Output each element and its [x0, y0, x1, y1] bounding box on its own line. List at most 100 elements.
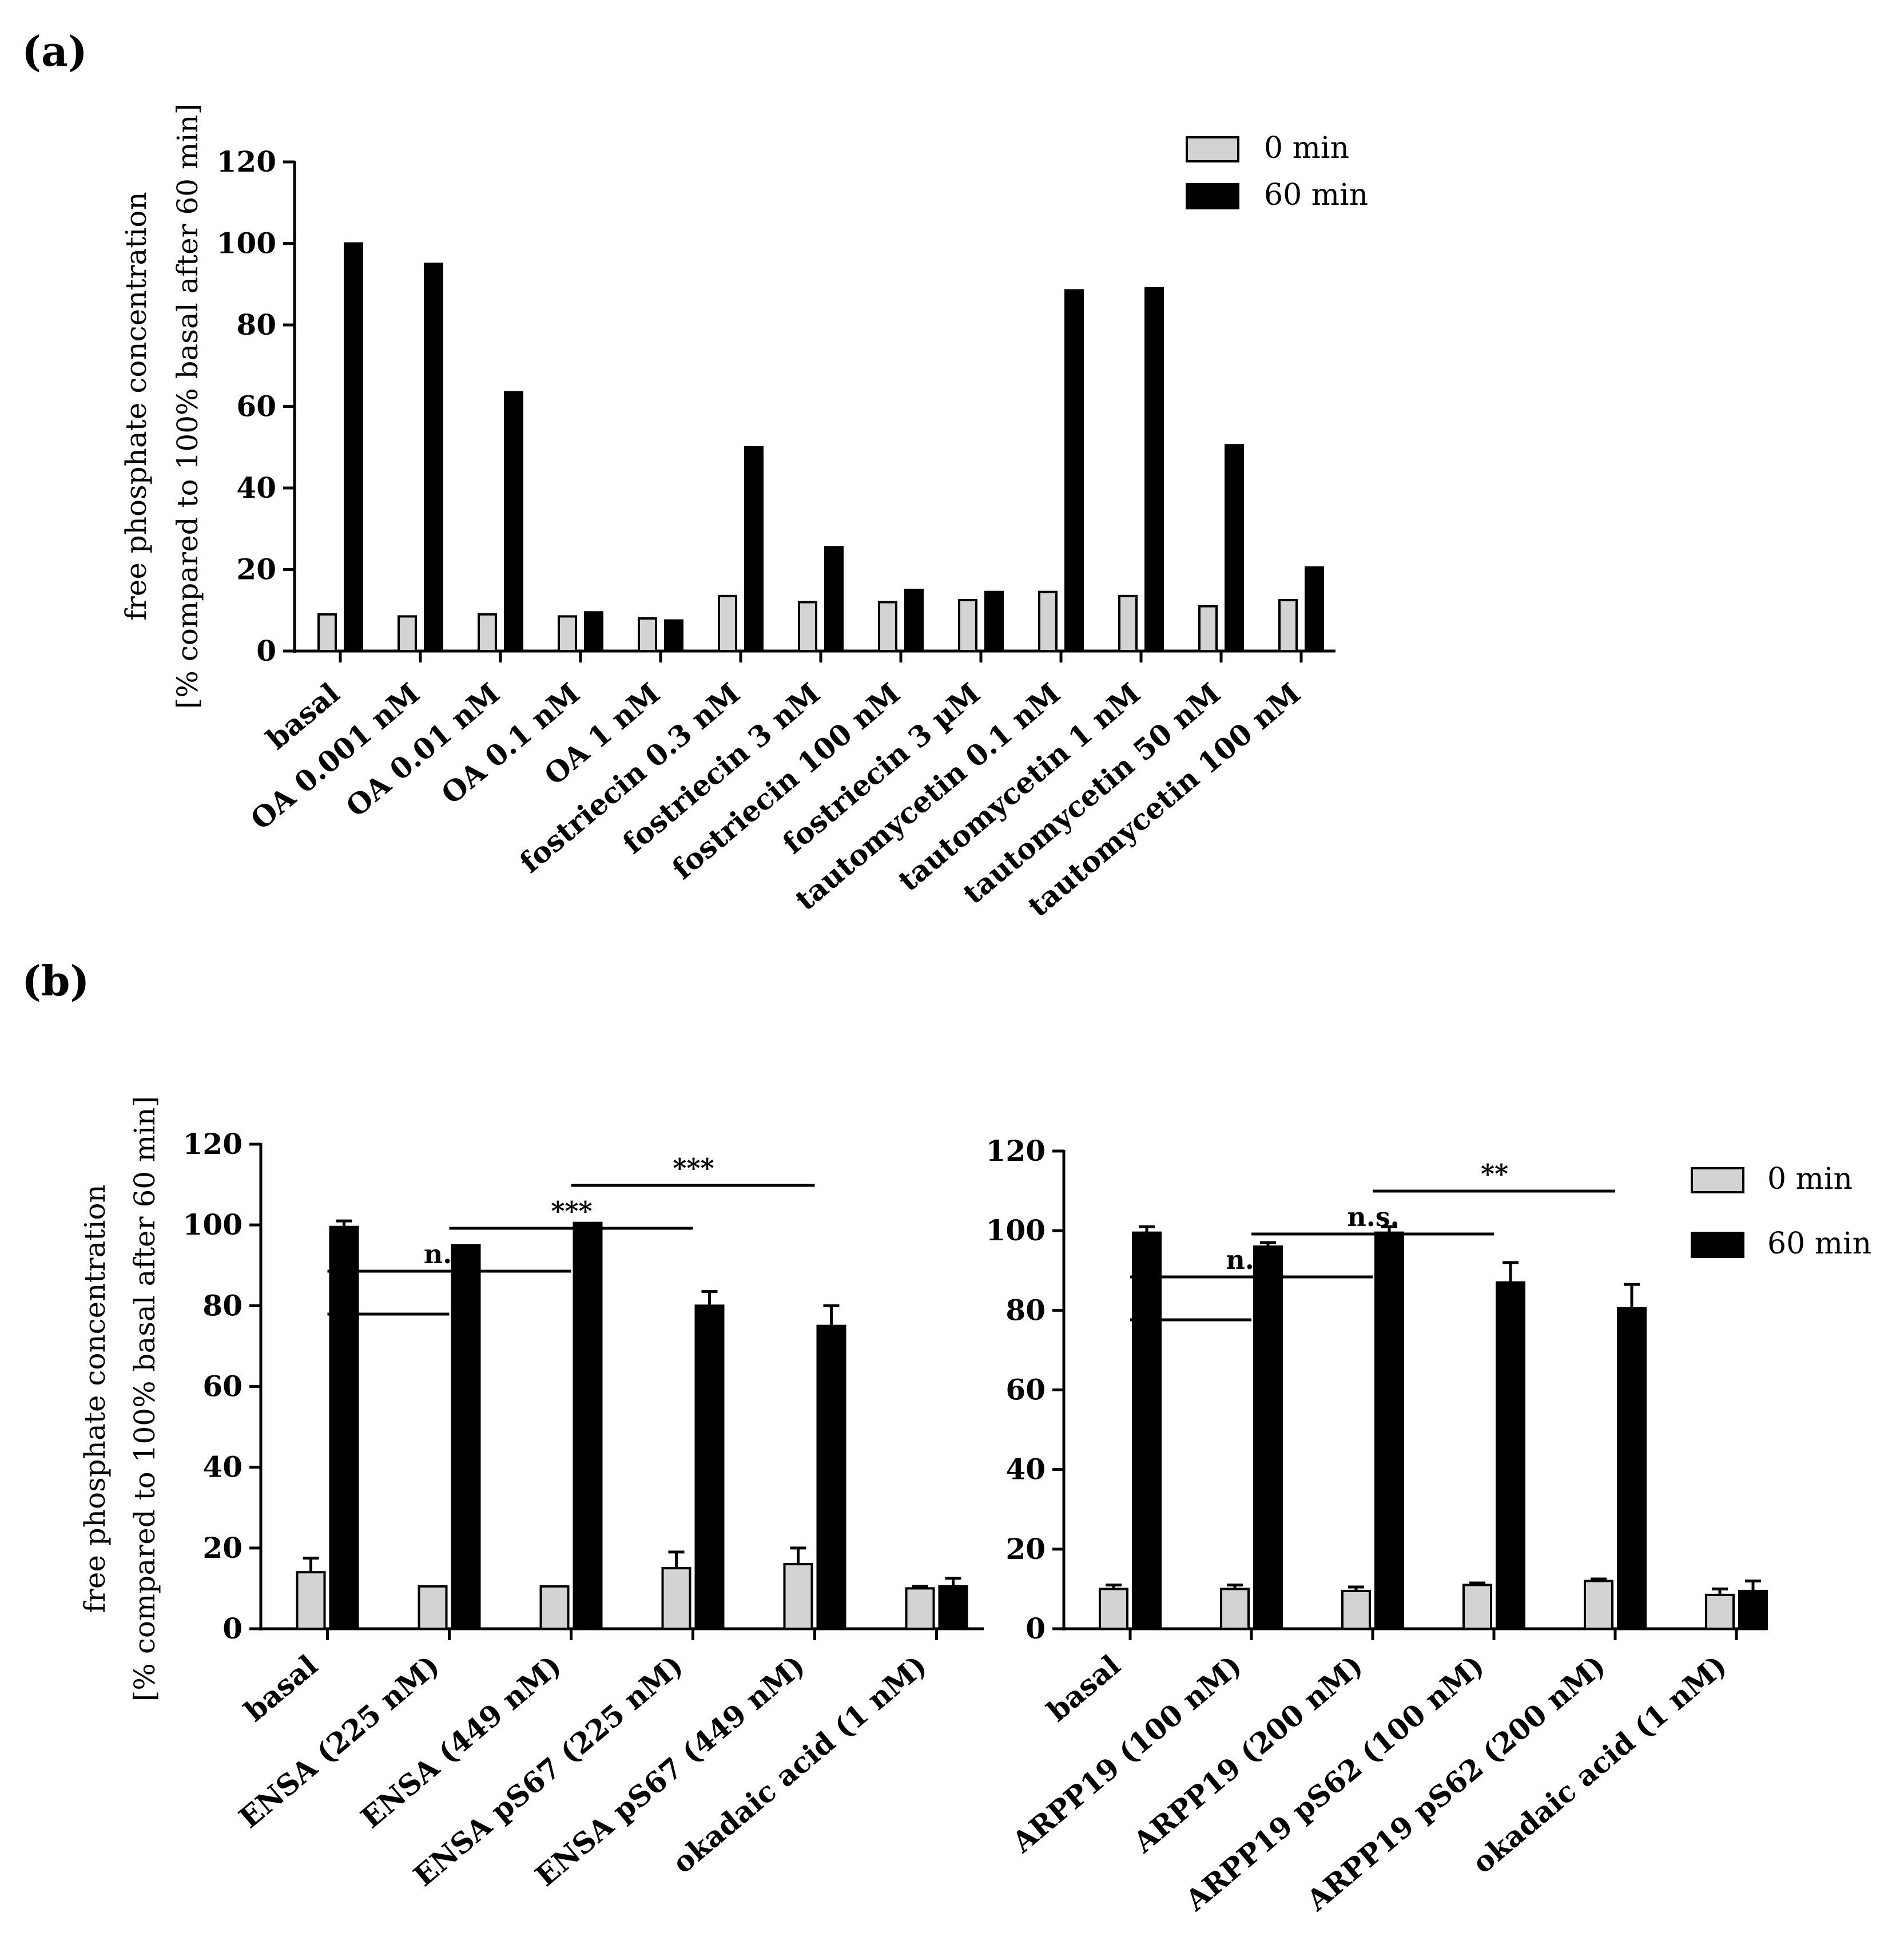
y-tick-label: 20 — [202, 1531, 243, 1565]
y-axis-title: free phosphate concentration — [120, 192, 153, 620]
significance-label: *** — [673, 1153, 714, 1184]
category-label: ARPP19 (200 nM) — [1126, 1648, 1369, 1859]
y-tick-label: 40 — [236, 471, 276, 505]
bar-0min — [1341, 1589, 1371, 1630]
bar-60min — [1132, 1231, 1162, 1630]
y-axis-title: [% compared to 100% basal after 60 min] — [128, 1096, 161, 1701]
y-tick-label: 120 — [986, 1134, 1046, 1168]
bar-60min — [329, 1225, 359, 1630]
bar-60min — [504, 391, 523, 652]
bar-0min — [1462, 1584, 1492, 1630]
significance-label: ** — [1481, 1158, 1508, 1189]
bar-0min — [317, 613, 337, 652]
y-axis-title: [% compared to 100% basal after 60 min] — [171, 104, 204, 709]
bar-60min — [1617, 1307, 1647, 1630]
legend-swatch-0min — [1691, 1167, 1744, 1193]
bar-0min — [1220, 1588, 1250, 1630]
bar-0min — [1705, 1593, 1735, 1630]
panel-label-a: (a) — [22, 27, 88, 76]
bar-0min — [418, 1585, 448, 1630]
category-label: ENSA (225 nM) — [233, 1648, 446, 1835]
legend-label: 60 min — [1264, 178, 1368, 212]
bar-60min — [694, 1304, 725, 1630]
bar-60min — [344, 242, 363, 652]
bar-60min — [824, 546, 844, 652]
bar-60min — [1225, 444, 1244, 652]
y-tick-label: 20 — [236, 553, 276, 586]
legend-swatch-60min — [1186, 183, 1239, 209]
bar-0min — [1584, 1580, 1613, 1630]
y-tick-label: 0 — [256, 634, 276, 668]
panel-label-b: (b) — [22, 957, 89, 1005]
y-tick-label: 100 — [217, 227, 276, 260]
bar-60min — [816, 1324, 846, 1630]
legend-label: 0 min — [1767, 1162, 1853, 1196]
bar-60min — [938, 1585, 968, 1630]
bar-60min — [1305, 566, 1324, 652]
bar-0min — [1278, 598, 1298, 652]
bar-0min — [478, 613, 497, 652]
y-tick-label: 80 — [202, 1288, 243, 1322]
bar-0min — [798, 601, 817, 652]
bar-0min — [1099, 1588, 1128, 1630]
category-label: basal — [238, 1648, 324, 1728]
significance-label: n.s. — [1347, 1201, 1399, 1232]
y-tick-label: 80 — [236, 308, 276, 342]
bar-0min — [1038, 590, 1058, 652]
bar-60min — [1144, 287, 1164, 652]
bar-60min — [984, 590, 1004, 652]
y-tick-label: 80 — [1005, 1293, 1046, 1327]
bar-0min — [958, 598, 977, 652]
category-label: ARPP19 (100 nM) — [1005, 1648, 1247, 1859]
y-axis-title: free phosphate concentration — [78, 1184, 112, 1613]
bar-0min — [661, 1567, 691, 1630]
legend-swatch-0min — [1186, 136, 1239, 162]
bar-60min — [1738, 1589, 1768, 1630]
y-tick-label: 120 — [183, 1127, 243, 1161]
bar-60min — [451, 1244, 481, 1630]
bar-60min — [424, 263, 443, 652]
y-tick-label: 100 — [183, 1208, 243, 1241]
legend-swatch-60min — [1691, 1232, 1744, 1258]
y-tick-label: 60 — [236, 390, 276, 423]
bar-0min — [558, 615, 577, 652]
y-tick-label: 60 — [202, 1370, 243, 1403]
y-tick-label: 60 — [1005, 1373, 1046, 1407]
y-tick-label: 0 — [222, 1612, 243, 1645]
chart-b-left: 0 20 40 60 80 100 120 free phosphate concentrat… — [78, 1096, 984, 1893]
y-tick-label: 120 — [217, 145, 276, 178]
y-tick-label: 20 — [1005, 1532, 1046, 1566]
bar-0min — [296, 1571, 326, 1630]
bar-60min — [1064, 289, 1084, 652]
y-tick-label: 100 — [986, 1213, 1046, 1247]
category-label: basal — [1040, 1648, 1126, 1728]
y-tick-label: 0 — [1026, 1612, 1046, 1645]
significance-label: n.s. — [424, 1239, 476, 1269]
bar-0min — [783, 1563, 813, 1630]
y-tick-label: 40 — [202, 1450, 243, 1484]
y-tick-label: 40 — [1005, 1453, 1046, 1486]
significance-label: n.s. — [1226, 1244, 1278, 1275]
bar-60min — [1253, 1245, 1283, 1630]
bar-60min — [744, 446, 764, 652]
bar-0min — [398, 615, 417, 652]
bar-0min — [718, 594, 737, 652]
bar-0min — [1118, 594, 1138, 652]
bar-60min — [904, 589, 924, 652]
bar-60min — [1374, 1231, 1404, 1630]
legend-label: 60 min — [1767, 1227, 1871, 1261]
significance-label: *** — [551, 1196, 592, 1227]
chart-a: 0 20 40 60 80 100 120 free phosphate concentrat… — [120, 104, 1368, 923]
legend-label: 0 min — [1264, 131, 1349, 165]
bar-0min — [539, 1585, 570, 1630]
bar-60min — [664, 619, 683, 652]
bar-0min — [1198, 605, 1218, 652]
bar-60min — [1496, 1281, 1525, 1630]
bar-0min — [638, 617, 657, 652]
bar-0min — [905, 1587, 935, 1630]
bar-60min — [573, 1221, 603, 1630]
bar-0min — [878, 601, 897, 652]
category-label: ENSA (449 nM) — [355, 1648, 568, 1835]
